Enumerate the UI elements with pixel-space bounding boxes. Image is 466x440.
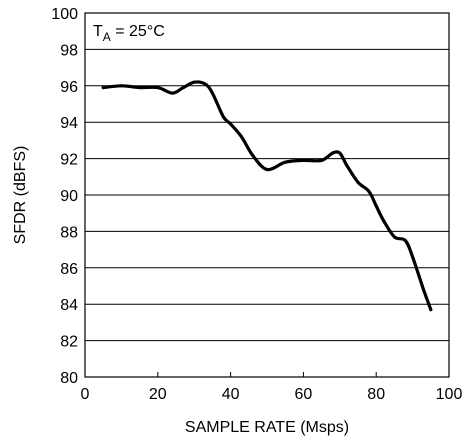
x-tick-label: 60: [295, 386, 313, 403]
x-tick-label: 80: [367, 386, 385, 403]
data-point-18: [338, 151, 342, 155]
data-point-7: [203, 82, 207, 86]
y-tick-label: 92: [60, 152, 78, 169]
data-point-2: [138, 86, 142, 90]
data-point-16: [320, 158, 324, 162]
sfdr-series-line: [101, 80, 433, 312]
data-point-27: [422, 288, 426, 292]
data-point-3: [156, 86, 160, 90]
x-tick-label: 40: [222, 386, 240, 403]
y-tick-labels: 80 82 84 86 88 90 92 94 96 98 100: [51, 6, 78, 387]
x-tick-label: 20: [149, 386, 167, 403]
annotation-rest: = 25°C: [111, 23, 165, 40]
y-tick-label: 98: [60, 42, 78, 59]
data-point-21: [367, 189, 371, 193]
x-axis-title: SAMPLE RATE (Msps): [185, 419, 349, 436]
y-tick-label: 96: [60, 79, 78, 96]
data-point-11: [240, 135, 244, 139]
data-point-23: [381, 218, 385, 222]
x-tick-labels: 0 20 40 60 80 100: [81, 386, 463, 403]
data-points: [101, 80, 433, 312]
data-point-4: [170, 91, 174, 95]
data-point-26: [411, 255, 415, 259]
x-tick-label: 100: [436, 386, 463, 403]
data-point-17: [331, 151, 335, 155]
data-point-20: [356, 180, 360, 184]
y-axis-title: SFDR (dBFS): [12, 146, 29, 245]
data-point-6: [192, 80, 196, 84]
data-point-28: [429, 308, 433, 312]
x-tick-label: 0: [81, 386, 90, 403]
y-tick-label: 86: [60, 261, 78, 278]
y-tick-label: 82: [60, 334, 78, 351]
data-point-12: [250, 153, 254, 157]
data-point-8: [210, 91, 214, 95]
data-point-0: [101, 86, 105, 90]
data-point-19: [345, 164, 349, 168]
y-tick-label: 90: [60, 188, 78, 205]
data-point-13: [265, 168, 269, 172]
gridlines: [84, 12, 450, 378]
y-tick-label: 80: [60, 370, 78, 387]
annotation-main: T: [93, 23, 103, 40]
y-tick-label: 94: [60, 115, 78, 132]
plot-frame: [84, 12, 450, 378]
data-point-14: [283, 160, 287, 164]
data-point-15: [301, 158, 305, 162]
y-tick-label: 100: [51, 6, 78, 23]
data-point-24: [392, 235, 396, 239]
data-point-5: [181, 86, 185, 90]
data-point-25: [403, 239, 407, 242]
data-point-10: [229, 122, 233, 126]
data-point-9: [221, 115, 225, 119]
data-point-22: [374, 204, 378, 208]
y-tick-label: 84: [60, 297, 78, 314]
data-point-1: [119, 84, 123, 88]
annotation-subscript: A: [103, 30, 111, 44]
y-tick-label: 88: [60, 224, 78, 241]
temperature-annotation: TA = 25°C: [93, 23, 165, 44]
